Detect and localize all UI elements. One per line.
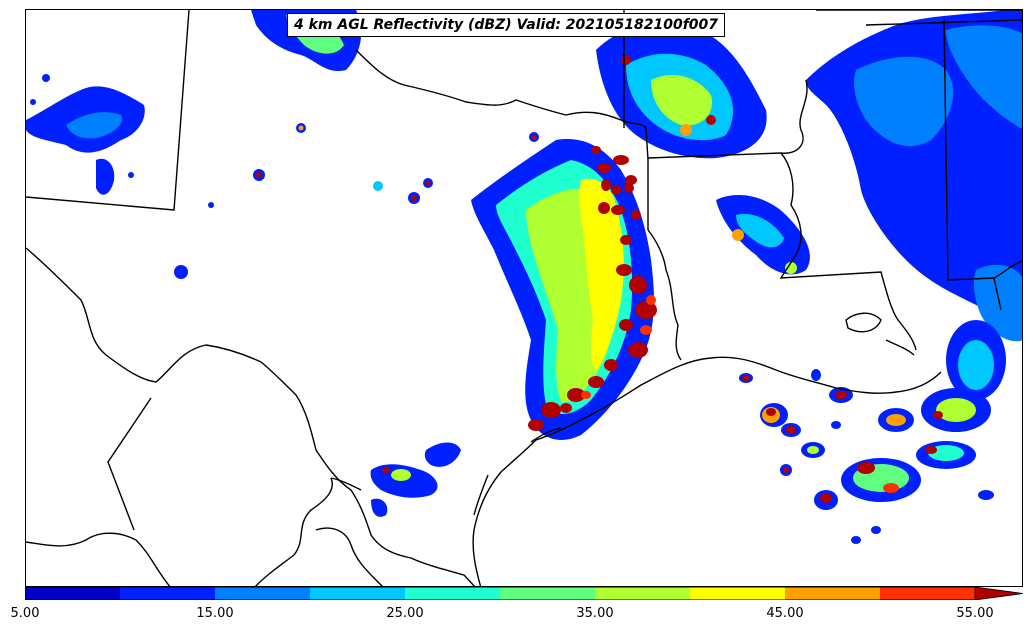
storm-cluster-south-texas-2 xyxy=(424,442,461,467)
storm-band-arkansas-core xyxy=(651,75,712,126)
mexico-state-4 xyxy=(315,527,383,586)
border-ms-al xyxy=(943,19,1002,311)
colorbar-segment xyxy=(690,587,786,600)
storm-cluster-ms-core xyxy=(736,213,784,248)
storm-cell xyxy=(621,55,631,65)
storm-region-ne-mid xyxy=(854,56,954,147)
storm-region-ne-mid2 xyxy=(946,25,1022,129)
colorbar-tick-label: 55.00 xyxy=(956,606,994,621)
storm-cell xyxy=(732,229,744,241)
rio-grande xyxy=(26,247,476,586)
colorbar-segment xyxy=(215,587,311,600)
mexico-state-2 xyxy=(107,397,152,531)
storm-cell xyxy=(706,115,716,125)
border-ar-tx-la xyxy=(645,127,649,230)
colorbar-tick-label: 25.00 xyxy=(386,606,424,621)
mexico-state-5 xyxy=(330,477,362,491)
border-ar-la xyxy=(647,152,782,159)
gulf-coast xyxy=(472,356,942,586)
storm-cell xyxy=(382,467,390,473)
sabine-river xyxy=(647,229,682,361)
colorbar-segment xyxy=(25,587,121,600)
storm-cell xyxy=(391,469,411,481)
intense-cells xyxy=(528,146,657,431)
storm-cell-nw2 xyxy=(96,158,115,195)
border-al-fl xyxy=(993,260,1022,279)
squall-line-core xyxy=(579,178,624,370)
colorbar-segment xyxy=(310,587,406,600)
colorbar-segment xyxy=(880,587,976,600)
map-title: 4 km AGL Reflectivity (dBZ) Valid: 20210… xyxy=(287,13,726,37)
galveston-barrier xyxy=(530,427,562,443)
storm-cell-nw-core xyxy=(66,112,122,139)
border-ky-tn xyxy=(865,19,1022,26)
colorbar-extend-arrow xyxy=(974,587,1023,600)
colorbar xyxy=(25,587,1023,600)
storm-cluster-south-texas xyxy=(370,464,438,498)
reflectivity-fill xyxy=(26,10,1022,544)
border-nm-ok xyxy=(26,10,190,211)
mexico-state-1 xyxy=(26,532,171,586)
isolated-cells xyxy=(30,74,539,279)
storm-region-ne-right xyxy=(973,264,1022,342)
map-panel xyxy=(25,9,1023,587)
storm-cluster-south-texas-3 xyxy=(371,498,388,517)
lake-pontchartrain xyxy=(845,312,882,333)
colorbar-segment xyxy=(405,587,501,600)
colorbar-segment xyxy=(785,587,881,600)
storm-cell xyxy=(680,124,692,136)
padre-island xyxy=(473,474,489,516)
colorbar-tick-label: 5.00 xyxy=(10,606,40,621)
strong-cells xyxy=(581,295,656,399)
colorbar-tick-label: 45.00 xyxy=(766,606,804,621)
storm-cell xyxy=(785,262,797,274)
colorbar-tick-label: 35.00 xyxy=(576,606,614,621)
mississippi-river xyxy=(779,152,917,351)
colorbar-tick-label: 15.00 xyxy=(196,606,234,621)
reflectivity-map xyxy=(26,10,1022,586)
political-boundaries xyxy=(26,10,1022,586)
louisiana-bayou xyxy=(885,339,915,356)
colorbar-segment xyxy=(500,587,596,600)
colorbar-segment xyxy=(595,587,691,600)
mississippi-upper xyxy=(780,79,808,154)
gulf-cells xyxy=(739,320,1006,544)
mexico-state-3 xyxy=(254,477,333,586)
colorbar-segment xyxy=(120,587,216,600)
red-river xyxy=(355,49,647,129)
